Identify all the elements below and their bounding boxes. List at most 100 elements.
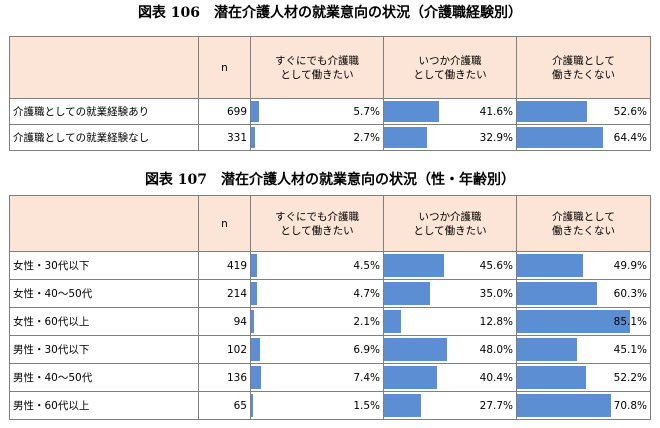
table2-header-row: n すぐにでも介護職 として働きたい いつか介護職 として働きたい 介護職として 働き…: [9, 195, 651, 252]
bar-fill: [251, 310, 254, 333]
row-label: 女性・60代以上: [9, 307, 199, 336]
bar-cell: 4.7%: [250, 279, 384, 308]
bar-value-label: 7.4%: [353, 371, 380, 384]
bar-cell: 2.7%: [250, 124, 384, 151]
table-row: 男性・40～50代 136 7.4% 40.4% 52.2%: [9, 363, 651, 392]
bar-fill: [251, 101, 259, 122]
bar-cell: 32.9%: [383, 124, 517, 151]
table-row: 女性・60代以上 94 2.1% 12.8% 85.1%: [9, 307, 651, 336]
bar-fill: [251, 394, 253, 417]
bar-value-label: 2.7%: [353, 131, 380, 144]
bar-value-label: 35.0%: [479, 287, 513, 300]
row-n-value: 214: [198, 279, 251, 308]
row-n-value: 136: [198, 363, 251, 392]
bar-value-label: 60.3%: [613, 287, 647, 300]
table1-header-option-2: いつか介護職 として働きたい: [383, 36, 517, 99]
bar-cell: 45.1%: [516, 335, 651, 364]
table1-title: 図表 106 潜在介護人材の就業意向の状況（介護職経験別）: [137, 5, 523, 21]
bar-cell: 4.5%: [250, 251, 384, 280]
bar-value-label: 48.0%: [479, 343, 513, 356]
table1: n すぐにでも介護職 として働きたい いつか介護職 として働きたい 介護職として 働き…: [9, 36, 651, 151]
bar-fill: [384, 127, 428, 148]
bar-value-label: 45.1%: [613, 343, 647, 356]
bar-fill: [384, 394, 421, 417]
bar-cell: 60.3%: [516, 279, 651, 308]
bar-value-label: 12.8%: [479, 315, 513, 328]
bar-value-label: 52.2%: [613, 371, 647, 384]
bar-cell: 48.0%: [383, 335, 517, 364]
bar-cell: 52.2%: [516, 363, 651, 392]
table2-header-blank: [9, 195, 199, 252]
bar-cell: 85.1%: [516, 307, 651, 336]
row-n-value: 331: [198, 124, 251, 151]
bar-value-label: 6.9%: [353, 343, 380, 356]
bar-cell: 41.6%: [383, 98, 517, 125]
table2-header-option-2: いつか介護職 として働きたい: [383, 195, 517, 252]
bar-cell: 5.7%: [250, 98, 384, 125]
bar-value-label: 4.5%: [353, 259, 380, 272]
bar-fill: [517, 394, 612, 417]
row-label: 介護職としての就業経験なし: [9, 124, 199, 151]
table1-header-blank: [9, 36, 199, 99]
bar-fill: [251, 127, 255, 148]
table1-header-row: n すぐにでも介護職 として働きたい いつか介護職 として働きたい 介護職として 働き…: [9, 36, 651, 99]
bar-value-label: 4.7%: [353, 287, 380, 300]
bar-fill: [517, 127, 603, 148]
table-row: 男性・30代以下 102 6.9% 48.0% 45.1%: [9, 335, 651, 364]
bar-fill: [384, 310, 401, 333]
bar-fill: [251, 338, 261, 361]
bar-cell: 2.1%: [250, 307, 384, 336]
table2-header-n: n: [198, 195, 251, 252]
bar-value-label: 64.4%: [613, 131, 647, 144]
bar-fill: [517, 338, 577, 361]
row-n-value: 102: [198, 335, 251, 364]
bar-value-label: 5.7%: [353, 105, 380, 118]
bar-cell: 52.6%: [516, 98, 651, 125]
row-label: 女性・40～50代: [9, 279, 199, 308]
bar-value-label: 32.9%: [479, 131, 513, 144]
bar-value-label: 40.4%: [479, 371, 513, 384]
bar-fill: [251, 282, 258, 305]
table-row: 介護職としての就業経験あり 699 5.7% 41.6% 52.6%: [9, 98, 651, 125]
table1-header-option-3: 介護職として 働きたくない: [516, 36, 651, 99]
table-row: 男性・60代以上 65 1.5% 27.7% 70.8%: [9, 391, 651, 420]
table1-header-n: n: [198, 36, 251, 99]
bar-fill: [251, 366, 261, 389]
bar-fill: [517, 366, 587, 389]
bar-fill: [384, 338, 448, 361]
bar-fill: [517, 101, 587, 122]
table1-header-option-1: すぐにでも介護職 として働きたい: [250, 36, 384, 99]
bar-value-label: 70.8%: [613, 399, 647, 412]
bar-value-label: 2.1%: [353, 315, 380, 328]
row-n-value: 699: [198, 98, 251, 125]
bar-fill: [384, 282, 431, 305]
bar-fill: [384, 101, 439, 122]
bar-cell: 40.4%: [383, 363, 517, 392]
row-label: 女性・30代以下: [9, 251, 199, 280]
table-row: 女性・40～50代 214 4.7% 35.0% 60.3%: [9, 279, 651, 308]
bar-cell: 27.7%: [383, 391, 517, 420]
bar-cell: 64.4%: [516, 124, 651, 151]
row-label: 男性・30代以下: [9, 335, 199, 364]
row-label: 男性・40～50代: [9, 363, 199, 392]
bar-cell: 45.6%: [383, 251, 517, 280]
bar-fill: [517, 282, 598, 305]
bar-fill: [517, 254, 584, 277]
row-label: 介護職としての就業経験あり: [9, 98, 199, 125]
bar-value-label: 1.5%: [353, 399, 380, 412]
row-n-value: 65: [198, 391, 251, 420]
table2-header-option-1: すぐにでも介護職 として働きたい: [250, 195, 384, 252]
bar-value-label: 85.1%: [613, 315, 647, 328]
table-row: 女性・30代以下 419 4.5% 45.6% 49.9%: [9, 251, 651, 280]
bar-value-label: 41.6%: [479, 105, 513, 118]
bar-fill: [251, 254, 257, 277]
bar-cell: 49.9%: [516, 251, 651, 280]
bar-fill: [384, 366, 438, 389]
bar-cell: 6.9%: [250, 335, 384, 364]
bar-cell: 7.4%: [250, 363, 384, 392]
table2: n すぐにでも介護職 として働きたい いつか介護職 として働きたい 介護職として 働き…: [9, 195, 651, 420]
table-row: 介護職としての就業経験なし 331 2.7% 32.9% 64.4%: [9, 124, 651, 151]
bar-fill: [384, 254, 445, 277]
bar-value-label: 49.9%: [613, 259, 647, 272]
bar-fill: [517, 310, 631, 333]
